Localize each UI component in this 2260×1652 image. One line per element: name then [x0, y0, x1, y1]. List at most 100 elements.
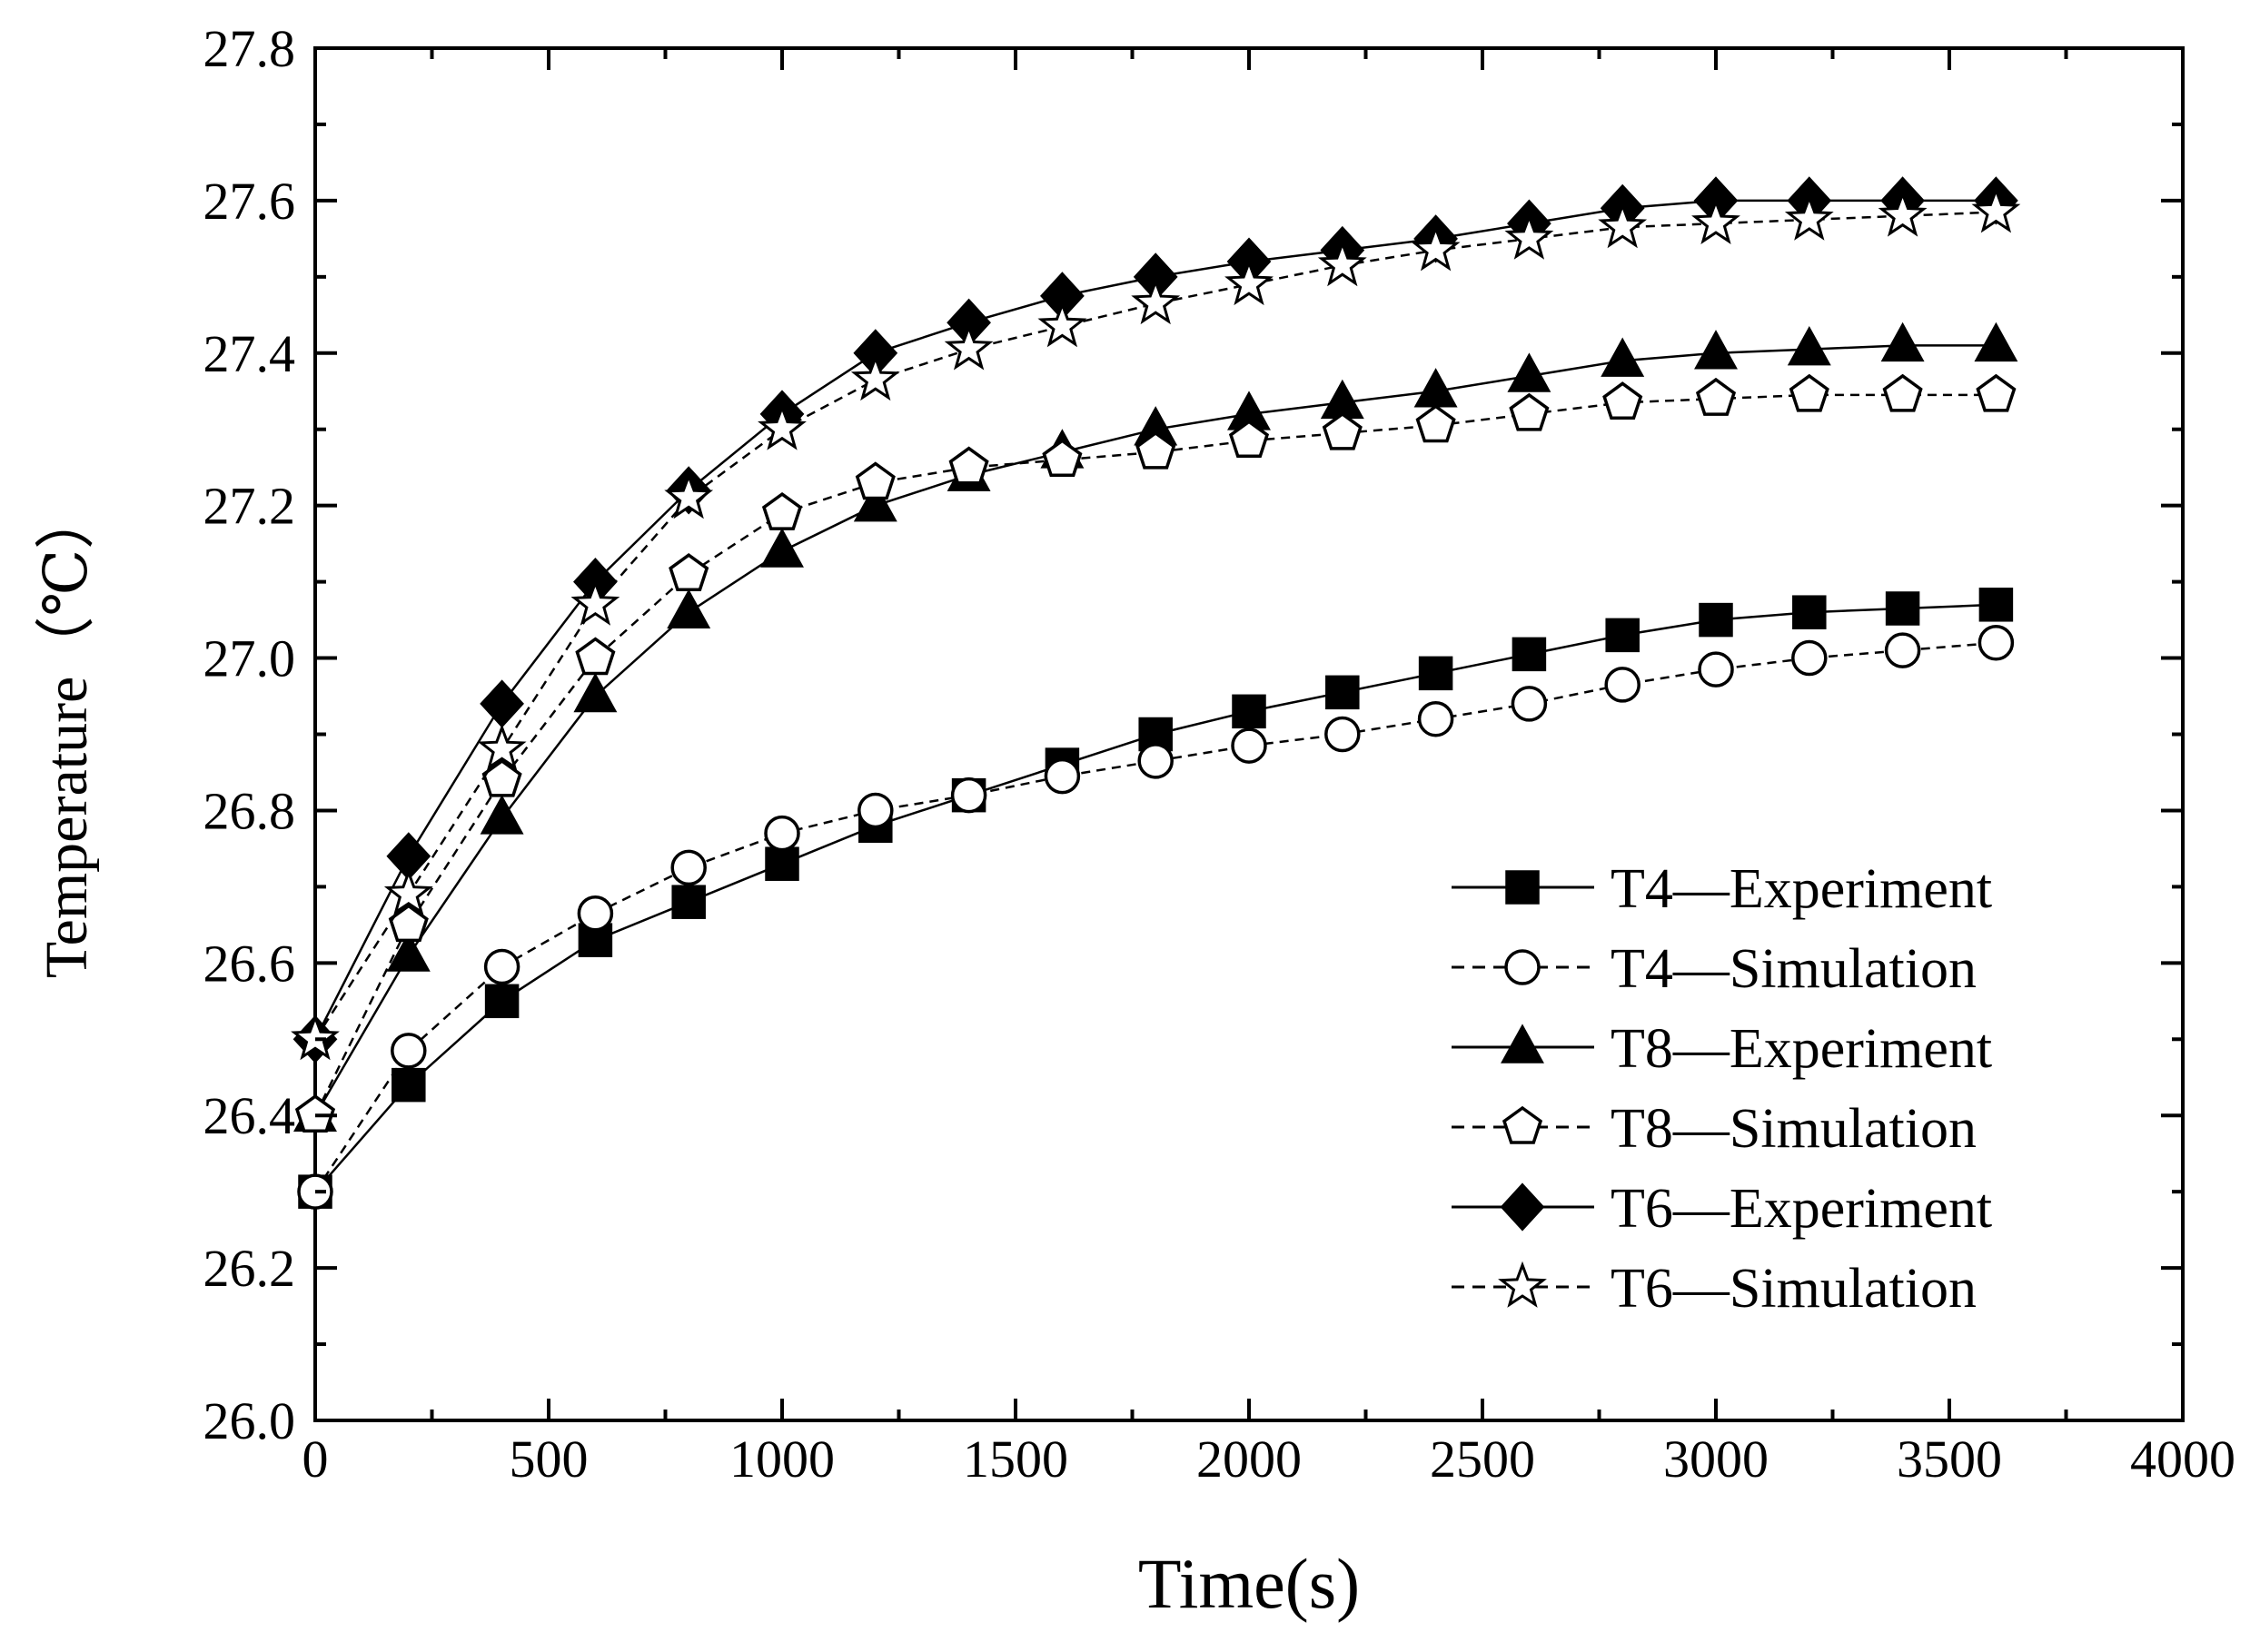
x-tick-label: 0 [302, 1429, 329, 1489]
data-point [1044, 757, 1081, 795]
legend-item: T8—Simulation [1452, 1098, 1977, 1160]
data-point [1598, 201, 1648, 249]
data-point [760, 528, 804, 568]
data-point [294, 1094, 336, 1133]
data-point [1978, 588, 2014, 622]
data-point [484, 984, 520, 1019]
data-point [1974, 321, 2018, 362]
x-tick-label: 2000 [1196, 1429, 1302, 1489]
x-tick-label: 500 [510, 1429, 589, 1489]
data-point [1791, 639, 1828, 677]
data-point [392, 1067, 426, 1103]
legend-item: T6—Simulation [1452, 1258, 1977, 1320]
data-point [853, 482, 897, 522]
legend-label: T8—Simulation [1611, 1098, 1977, 1160]
y-tick-label: 26.4 [203, 1086, 296, 1145]
data-point [667, 589, 711, 628]
data-point [1504, 213, 1554, 260]
data-point [575, 637, 616, 676]
data-point [1695, 377, 1737, 416]
x-tick-label: 2500 [1430, 1429, 1535, 1489]
data-point [1137, 743, 1174, 779]
y-tick-label: 27.0 [203, 629, 296, 688]
data-point [1601, 337, 1645, 377]
data-point [1042, 439, 1083, 478]
data-point [1884, 632, 1921, 668]
data-point [1978, 625, 2015, 661]
y-tick-label: 26.2 [203, 1239, 296, 1298]
data-point [671, 885, 706, 919]
legend-marker [1504, 949, 1541, 985]
data-point [1228, 420, 1270, 459]
data-point [1878, 190, 1928, 237]
data-point [1698, 651, 1734, 688]
data-point [1418, 656, 1453, 691]
data-point [669, 553, 709, 591]
data-point [1232, 694, 1266, 729]
y-tick-label: 26.6 [203, 934, 296, 993]
y-tick-label: 27.6 [203, 172, 296, 231]
y-axis-title: Temperature（℃） [34, 490, 100, 978]
legend-item: T8—Experiment [1452, 1018, 1992, 1080]
data-point [850, 353, 900, 401]
data-point [1512, 637, 1547, 672]
data-point [857, 792, 894, 829]
data-point [477, 723, 527, 771]
data-point [761, 491, 803, 530]
y-tick-label: 27.8 [203, 19, 296, 78]
data-point [765, 846, 799, 881]
data-point [1792, 595, 1827, 629]
data-point [570, 579, 620, 626]
data-point [1324, 716, 1361, 753]
data-point [1971, 186, 2021, 233]
data-point [1605, 618, 1640, 653]
data-point [764, 815, 800, 852]
data-point [1507, 352, 1551, 392]
legend-item: T4—Simulation [1452, 938, 1977, 1000]
data-point [1325, 675, 1360, 710]
data-point [950, 777, 987, 814]
data-point [1415, 404, 1456, 443]
data-point [1417, 700, 1454, 737]
data-point [944, 323, 994, 371]
data-point [1131, 277, 1181, 325]
data-point [1509, 392, 1550, 431]
legend-marker [1500, 1182, 1545, 1232]
data-point [1787, 325, 1831, 366]
data-point [1602, 381, 1643, 420]
data-point [1699, 602, 1733, 638]
x-tick-label: 4000 [2130, 1429, 2235, 1489]
legend-label: T6—Experiment [1611, 1178, 1992, 1240]
series-4 [294, 373, 2017, 1133]
data-point [577, 895, 614, 932]
legend-item: T4—Experiment [1452, 858, 1992, 920]
x-axis-title: Time(s) [1138, 1544, 1360, 1623]
legend-label: T6—Simulation [1611, 1258, 1977, 1320]
legend-marker [1498, 1261, 1547, 1308]
data-point [1224, 258, 1274, 306]
legend-label: T8—Experiment [1611, 1018, 1992, 1080]
data-point [1037, 301, 1087, 348]
data-point [1691, 197, 1740, 245]
data-point [855, 461, 896, 500]
y-tick-label: 26.0 [203, 1391, 296, 1450]
x-tick-label: 1000 [729, 1429, 835, 1489]
data-point [1880, 321, 1925, 362]
data-point [1231, 727, 1267, 764]
data-point [1789, 373, 1829, 412]
y-tick-label: 26.8 [203, 781, 296, 840]
y-tick-label: 27.4 [203, 324, 296, 383]
data-point [1976, 373, 2017, 412]
data-point [670, 849, 707, 886]
data-point [483, 948, 520, 985]
legend-marker [1501, 1024, 1544, 1063]
data-point [758, 403, 807, 450]
data-point [1882, 373, 1923, 412]
legend-marker [1505, 870, 1540, 905]
legend-item: T6—Experiment [1452, 1178, 1992, 1240]
legend: T4—Experiment T4—Simulation T8—Experiment T… [1452, 858, 1992, 1320]
legend-label: T4—Simulation [1611, 938, 1977, 1000]
x-tick-label: 3500 [1897, 1429, 2002, 1489]
data-point [1694, 330, 1738, 370]
